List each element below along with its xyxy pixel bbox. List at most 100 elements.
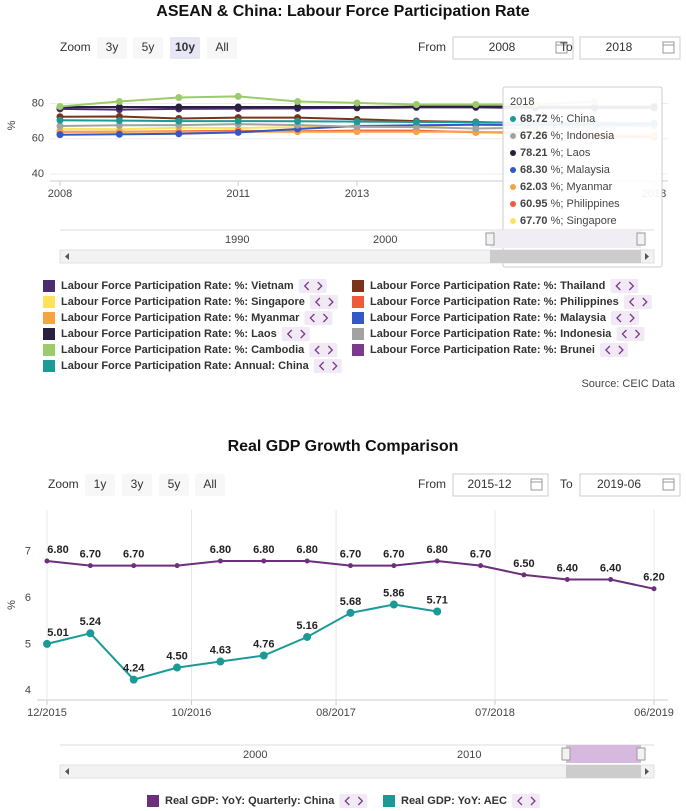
zoom-button-label[interactable]: 5y <box>142 40 155 54</box>
y-tick-label: 7 <box>25 546 31 558</box>
data-label: 6.70 <box>80 549 101 561</box>
data-point <box>564 577 570 583</box>
zoom-button-label[interactable]: All <box>203 477 216 491</box>
navigator-selection <box>566 745 641 763</box>
data-point <box>294 103 302 111</box>
legend-arrow-left[interactable] <box>309 313 315 323</box>
legend-arrow-left[interactable] <box>517 796 523 806</box>
zoom-button[interactable] <box>170 37 200 59</box>
zoom-button-label[interactable]: 10y <box>175 40 195 54</box>
navigator-handle[interactable] <box>636 747 646 761</box>
tooltip-entry: 68.72 %; China <box>520 113 596 125</box>
legend-arrow-right[interactable] <box>328 297 334 307</box>
zoom-button-label[interactable]: 3y <box>106 40 119 54</box>
zoom-button[interactable] <box>195 474 225 496</box>
data-point <box>608 577 614 583</box>
legend-arrow-left[interactable] <box>628 297 635 307</box>
data-point <box>175 117 183 125</box>
legend-arrow-right[interactable] <box>332 361 338 371</box>
date-input-value[interactable]: 2015-12 <box>467 477 511 491</box>
navigator-handle[interactable] <box>485 232 495 246</box>
legend-arrow-right[interactable] <box>357 796 364 806</box>
data-point <box>86 629 95 638</box>
legend-arrow-right[interactable] <box>634 329 641 339</box>
zoom-button-label[interactable]: 1y <box>94 477 107 491</box>
legend-arrow-bg[interactable] <box>599 343 628 357</box>
date-input[interactable] <box>452 36 574 60</box>
data-label: 5.86 <box>383 587 404 599</box>
zoom-button[interactable] <box>85 474 115 496</box>
legend-arrow-right[interactable] <box>322 313 329 323</box>
data-point <box>353 123 361 131</box>
legend-arrow-left[interactable] <box>286 329 293 339</box>
date-input-value[interactable]: 2008 <box>489 40 516 54</box>
legend-arrow-left[interactable] <box>318 361 325 371</box>
scrollbar-right-arrow[interactable] <box>645 253 649 260</box>
legend-arrow-left[interactable] <box>605 345 611 355</box>
tooltip-bullet <box>510 167 516 173</box>
legend-arrow-bg[interactable] <box>610 279 639 293</box>
range-label: From <box>418 477 446 491</box>
scrollbar-right-arrow[interactable] <box>645 768 649 775</box>
data-point <box>353 99 361 107</box>
legend-arrow-left[interactable] <box>615 281 621 291</box>
zoom-button-label[interactable]: All <box>215 40 228 54</box>
legend-arrow-bg[interactable] <box>511 794 540 808</box>
legend-arrow-bg[interactable] <box>281 327 310 341</box>
calendar-icon <box>662 41 675 54</box>
zoom-button[interactable] <box>133 37 163 59</box>
data-point <box>175 93 183 101</box>
tooltip-entry: 60.95 %; Philippines <box>520 198 620 210</box>
date-input[interactable] <box>452 473 549 497</box>
legend-arrow-bg[interactable] <box>313 359 342 373</box>
date-input[interactable] <box>579 36 681 60</box>
legend-arrow-right[interactable] <box>628 281 635 291</box>
legend-arrow-bg[interactable] <box>339 794 368 808</box>
legend-arrow-right[interactable] <box>300 329 306 339</box>
legend-arrow-left[interactable] <box>314 345 320 355</box>
zoom-button[interactable] <box>159 474 189 496</box>
date-input-value[interactable]: 2019-06 <box>597 477 641 491</box>
legend-arrow-left[interactable] <box>344 796 350 806</box>
scrollbar-left-arrow[interactable] <box>65 768 69 775</box>
range-label: To <box>560 40 573 54</box>
legend-arrow-bg[interactable] <box>309 295 338 309</box>
legend-arrow-right[interactable] <box>629 313 635 323</box>
zoom-button[interactable] <box>122 474 152 496</box>
scrollbar-left-arrow[interactable] <box>65 253 69 260</box>
zoom-label: Zoom <box>60 40 91 54</box>
legend-label: Labour Force Participation Rate: Annual:… <box>61 360 310 372</box>
legend-arrow-bg[interactable] <box>623 295 652 309</box>
navigator-label: 1990 <box>225 234 249 246</box>
legend-arrow-bg[interactable] <box>610 311 639 325</box>
legend-arrow-right[interactable] <box>317 281 323 291</box>
date-input[interactable] <box>579 473 681 497</box>
zoom-button[interactable] <box>97 37 127 59</box>
zoom-button[interactable] <box>207 37 237 59</box>
legend-arrow-left[interactable] <box>616 313 622 323</box>
legend-arrow-bg[interactable] <box>616 327 645 341</box>
zoom-button-label[interactable]: 5y <box>168 477 181 491</box>
tooltip-bullet <box>510 201 516 207</box>
navigator-handle[interactable] <box>561 747 571 761</box>
data-point <box>304 558 310 564</box>
scrollbar-thumb[interactable] <box>490 250 641 263</box>
legend-arrow-left[interactable] <box>303 281 310 291</box>
legend-arrow-right[interactable] <box>327 345 334 355</box>
legend-arrow-right[interactable] <box>618 345 624 355</box>
date-input-value[interactable]: 2018 <box>606 40 633 54</box>
legend-arrow-bg[interactable] <box>298 279 327 293</box>
data-point <box>43 639 51 648</box>
legend-swatch <box>352 328 364 340</box>
legend-arrow-left[interactable] <box>314 297 321 307</box>
legend-arrow-bg[interactable] <box>309 343 338 357</box>
legend-arrow-left[interactable] <box>621 329 627 339</box>
scrollbar-thumb[interactable] <box>566 765 641 778</box>
navigator-handle[interactable] <box>636 232 646 246</box>
zoom-button-label[interactable]: 3y <box>131 477 144 491</box>
y-axis-title: % <box>6 120 18 130</box>
x-tick-label: 07/2018 <box>475 707 515 719</box>
legend-arrow-right[interactable] <box>530 796 536 806</box>
legend-arrow-bg[interactable] <box>304 311 333 325</box>
legend-arrow-right[interactable] <box>642 297 648 307</box>
